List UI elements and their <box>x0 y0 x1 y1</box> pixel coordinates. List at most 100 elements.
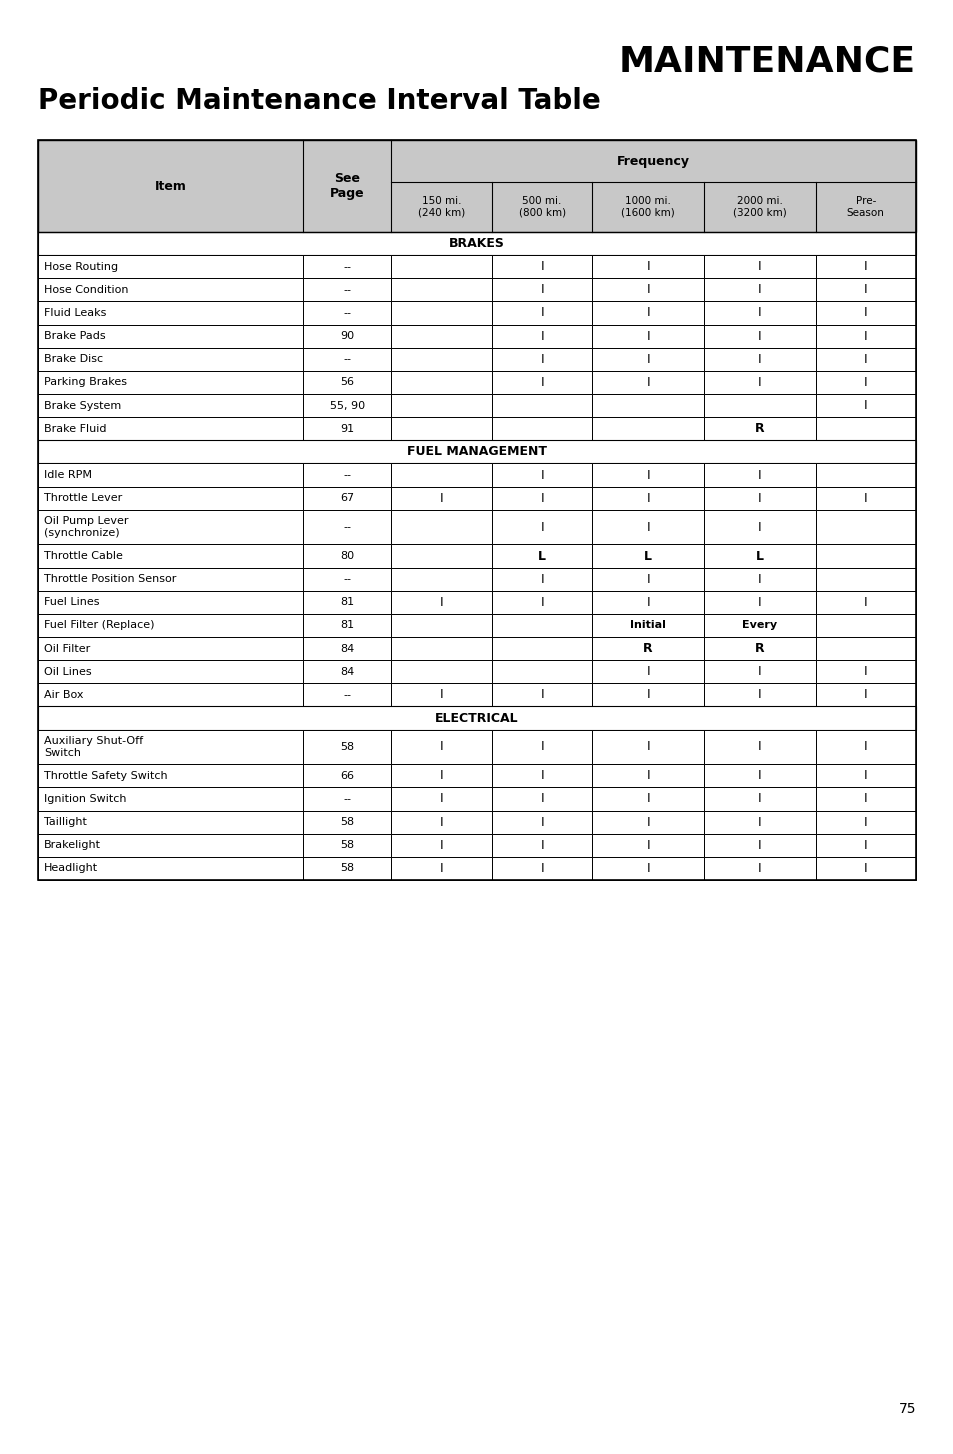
Bar <box>592 348 703 371</box>
Bar <box>492 487 592 510</box>
Text: Fuel Filter (Replace): Fuel Filter (Replace) <box>44 621 154 631</box>
Text: I: I <box>863 769 866 782</box>
Text: I: I <box>645 573 649 586</box>
Bar <box>592 683 703 707</box>
Text: 80: 80 <box>340 551 354 561</box>
Text: ELECTRICAL: ELECTRICAL <box>435 711 518 724</box>
Text: I: I <box>863 260 866 273</box>
Text: I: I <box>757 521 760 534</box>
Text: MAINTENANCE: MAINTENANCE <box>618 44 915 79</box>
Text: I: I <box>539 284 543 297</box>
Bar <box>303 371 391 394</box>
Bar <box>703 544 815 567</box>
Bar <box>38 278 303 301</box>
Bar <box>815 510 915 544</box>
Text: I: I <box>757 688 760 701</box>
Bar <box>592 833 703 856</box>
Text: I: I <box>645 816 649 829</box>
Bar <box>592 765 703 788</box>
Bar <box>592 510 703 544</box>
Bar <box>303 417 391 441</box>
Bar <box>815 567 915 590</box>
Bar <box>492 371 592 394</box>
Bar <box>592 487 703 510</box>
Bar <box>815 683 915 707</box>
Bar <box>592 278 703 301</box>
Bar <box>815 301 915 324</box>
Text: I: I <box>439 491 443 505</box>
Bar <box>703 856 815 880</box>
Bar <box>38 487 303 510</box>
Bar <box>703 510 815 544</box>
Text: I: I <box>645 839 649 852</box>
Text: Item: Item <box>154 179 186 192</box>
Text: Fuel Lines: Fuel Lines <box>44 598 99 608</box>
Bar <box>703 614 815 637</box>
Bar <box>391 348 492 371</box>
Text: I: I <box>757 377 760 388</box>
Bar <box>38 614 303 637</box>
Text: Brakelight: Brakelight <box>44 840 101 851</box>
Text: --: -- <box>343 574 351 585</box>
Bar <box>592 324 703 348</box>
Bar <box>38 544 303 567</box>
Bar <box>492 324 592 348</box>
Bar <box>815 614 915 637</box>
Bar <box>492 833 592 856</box>
Text: I: I <box>539 816 543 829</box>
Text: I: I <box>539 260 543 273</box>
Bar <box>303 856 391 880</box>
Bar <box>303 510 391 544</box>
Text: --: -- <box>343 262 351 272</box>
Bar <box>492 590 592 614</box>
Bar <box>492 417 592 441</box>
Text: Initial: Initial <box>630 621 665 631</box>
Bar <box>303 810 391 833</box>
Bar <box>815 833 915 856</box>
Bar <box>815 348 915 371</box>
Bar <box>38 140 391 233</box>
Bar <box>492 730 592 765</box>
Text: R: R <box>754 422 763 435</box>
Text: --: -- <box>343 285 351 295</box>
Bar <box>391 683 492 707</box>
Bar <box>815 371 915 394</box>
Bar <box>815 788 915 810</box>
Bar <box>815 730 915 765</box>
Text: I: I <box>863 688 866 701</box>
Text: I: I <box>539 307 543 320</box>
Bar <box>492 278 592 301</box>
Text: 58: 58 <box>340 864 354 874</box>
Bar <box>703 394 815 417</box>
Text: I: I <box>863 596 866 609</box>
Bar <box>303 278 391 301</box>
Bar <box>492 567 592 590</box>
Bar <box>703 683 815 707</box>
Bar <box>391 254 492 278</box>
Text: I: I <box>645 862 649 875</box>
Bar <box>391 417 492 441</box>
Text: I: I <box>757 468 760 481</box>
Text: Throttle Lever: Throttle Lever <box>44 493 122 503</box>
Bar <box>592 788 703 810</box>
Bar <box>592 660 703 683</box>
Bar <box>703 371 815 394</box>
Text: I: I <box>757 260 760 273</box>
Bar <box>38 441 915 464</box>
Text: Brake Disc: Brake Disc <box>44 355 103 365</box>
Bar <box>815 278 915 301</box>
Text: I: I <box>757 816 760 829</box>
Bar <box>38 301 303 324</box>
Text: --: -- <box>343 794 351 804</box>
Bar <box>303 324 391 348</box>
Bar <box>391 464 492 487</box>
Text: I: I <box>439 596 443 609</box>
Bar <box>592 567 703 590</box>
Bar <box>391 567 492 590</box>
Bar <box>38 567 303 590</box>
Bar <box>38 464 303 487</box>
Text: --: -- <box>343 470 351 480</box>
Text: 150 mi.
(240 km): 150 mi. (240 km) <box>417 196 465 218</box>
Text: I: I <box>645 491 649 505</box>
Text: I: I <box>863 353 866 366</box>
